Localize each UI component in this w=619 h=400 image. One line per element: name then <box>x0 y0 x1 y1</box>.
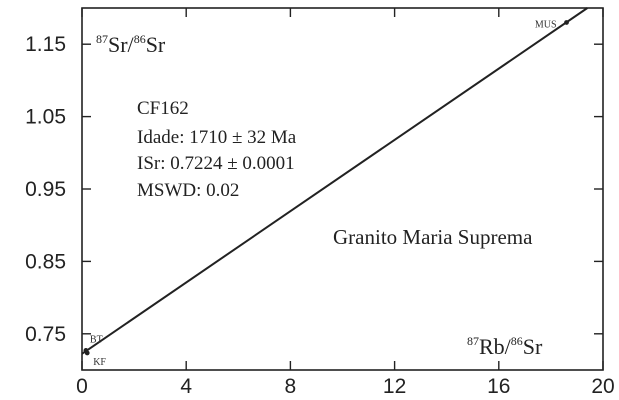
data-points: BT KF MUS <box>83 19 569 368</box>
x-tick-label: 0 <box>76 375 88 398</box>
y-axis-label: 87Sr/86Sr <box>96 32 166 57</box>
x-tick-label: 12 <box>383 375 406 398</box>
isr-text: ISr: 0.7224 ± 0.0001 <box>137 153 295 174</box>
x-tick-label: 8 <box>285 375 297 398</box>
axis-ticks <box>81 8 604 370</box>
y-tick-label: 0.75 <box>25 323 66 346</box>
x-tick-label: 4 <box>180 375 192 398</box>
y-tick-label: 0.85 <box>25 250 66 273</box>
x-tick-label: 16 <box>487 375 510 398</box>
point-label-mus: MUS <box>535 19 557 30</box>
x-tick-label: 20 <box>591 375 614 398</box>
point-label-bt: BT <box>90 334 103 345</box>
mswd-text: MSWD: 0.02 <box>137 180 239 201</box>
isochron-line <box>81 7 588 355</box>
point-label-kf: KF <box>93 357 106 368</box>
data-point-kf <box>84 350 90 356</box>
x-tick-labels: 0 4 8 12 16 20 <box>76 375 615 398</box>
age-text: Idade: 1710 ± 32 Ma <box>137 127 297 148</box>
unit-name: Granito Maria Suprema <box>333 225 533 249</box>
y-tick-labels: 0.75 0.85 0.95 1.05 1.15 <box>25 33 66 346</box>
data-point-mus <box>564 20 569 25</box>
y-tick-label: 0.95 <box>25 178 66 201</box>
y-tick-label: 1.05 <box>25 106 66 129</box>
sample-name: CF162 <box>137 98 189 119</box>
y-tick-label: 1.15 <box>25 33 66 56</box>
x-axis-label: 87Rb/86Sr <box>467 334 543 359</box>
